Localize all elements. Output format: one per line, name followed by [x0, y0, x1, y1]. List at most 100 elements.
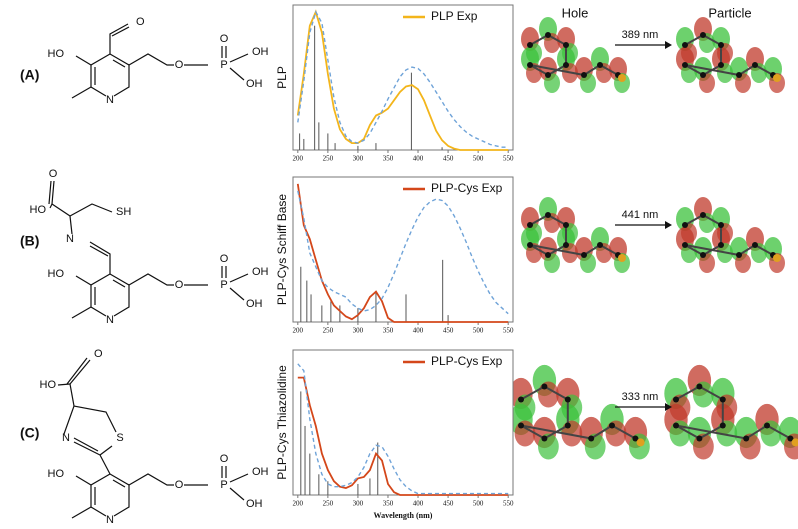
atom-label: N — [106, 94, 114, 106]
bond — [229, 53, 249, 63]
atom — [541, 435, 548, 442]
atom-label: OH — [252, 266, 269, 278]
exp-line — [296, 183, 509, 323]
atom — [597, 62, 603, 68]
bond — [547, 214, 567, 226]
x-tick-label: 250 — [323, 500, 334, 508]
atom-label: O — [175, 479, 184, 491]
bond — [75, 55, 92, 66]
atom — [545, 212, 551, 218]
bond — [520, 424, 592, 440]
x-tick-label: 550 — [503, 500, 514, 508]
atom — [636, 438, 645, 447]
calc-line — [297, 190, 509, 315]
atom — [632, 435, 639, 442]
y-axis-label: PLP-Cys Thiazolidine — [275, 365, 289, 480]
atom-label: OH — [246, 298, 263, 310]
calc-line — [297, 10, 509, 148]
y-axis-label: PLP — [275, 66, 289, 89]
x-tick-label: 200 — [293, 500, 304, 508]
atom — [618, 254, 626, 262]
bond — [520, 385, 545, 401]
atom — [541, 383, 548, 390]
bond — [684, 244, 740, 256]
bond — [547, 34, 567, 46]
atom-label: O — [220, 253, 229, 265]
bond — [684, 34, 704, 46]
atom-label: O — [94, 348, 103, 360]
bond — [529, 34, 549, 46]
bond — [90, 473, 111, 517]
bond — [71, 306, 92, 319]
atom — [518, 422, 524, 429]
bond — [684, 244, 704, 256]
bond — [229, 67, 245, 81]
atom-label: O — [220, 33, 229, 45]
bond — [112, 479, 126, 488]
bond — [90, 273, 111, 317]
atom-label: OH — [246, 78, 263, 90]
atom-label: O — [136, 16, 145, 28]
bond — [684, 214, 704, 226]
bond — [529, 64, 585, 76]
bond — [754, 64, 774, 76]
bond — [99, 454, 111, 475]
x-tick-label: 400 — [413, 155, 424, 163]
atom — [719, 422, 726, 429]
legend-label: PLP-Cys Exp — [431, 354, 503, 368]
atom-label: HO — [48, 268, 65, 280]
atom — [736, 252, 742, 258]
atom-label: S — [116, 432, 123, 444]
atom — [581, 252, 587, 258]
bond — [543, 385, 569, 401]
atom-label: O — [49, 168, 58, 180]
bond — [90, 53, 111, 97]
bond — [63, 405, 117, 435]
x-tick-label: 250 — [323, 327, 334, 335]
bond — [675, 424, 700, 440]
atom — [718, 222, 724, 228]
atom-label: SH — [116, 206, 131, 218]
transition-label: 441 nm — [622, 209, 659, 221]
panel-label: (C) — [20, 425, 39, 441]
x-tick-label: 350 — [383, 500, 394, 508]
lobe — [760, 420, 782, 447]
bond — [109, 273, 130, 317]
atom — [736, 72, 742, 78]
bond — [590, 424, 613, 440]
bond — [111, 26, 130, 37]
atom — [752, 242, 758, 248]
atom — [609, 422, 615, 429]
bond — [112, 59, 126, 68]
atom — [682, 42, 688, 48]
bond — [69, 203, 113, 217]
bond — [229, 273, 249, 283]
plot-frame — [292, 4, 514, 151]
bond — [529, 64, 549, 76]
lobe — [514, 420, 536, 447]
orbitals: 389 nm 441 nm 333 nm — [509, 17, 798, 460]
atom — [791, 438, 798, 447]
atom — [563, 42, 569, 48]
x-axis-label: Wavelength (nm) — [374, 511, 433, 520]
atom-label: HO — [30, 204, 47, 216]
x-tick-label: 200 — [293, 155, 304, 163]
lobe — [669, 420, 691, 447]
panel-label: (B) — [20, 233, 39, 249]
atom — [545, 252, 551, 258]
x-tick-label: 450 — [443, 155, 454, 163]
bond — [89, 241, 111, 274]
bond — [583, 244, 601, 256]
bond — [702, 34, 722, 46]
atom-label: OH — [252, 466, 269, 478]
atom — [588, 435, 595, 442]
bond — [69, 383, 75, 407]
atom — [682, 242, 688, 248]
bond — [49, 203, 53, 209]
atom — [696, 383, 703, 390]
atom-label: HO — [48, 48, 65, 60]
bond — [229, 487, 245, 501]
transition-label: 389 nm — [622, 29, 659, 41]
